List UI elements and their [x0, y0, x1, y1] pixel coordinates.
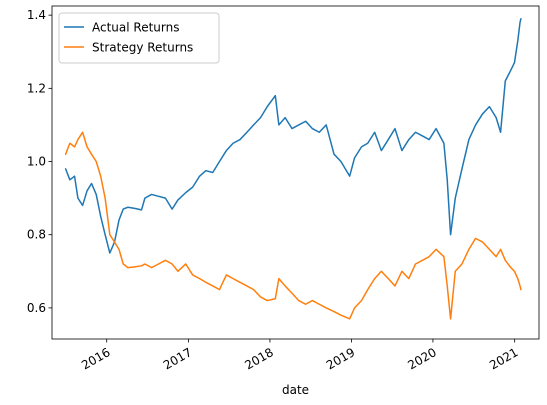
y-tick-label: 1.0 — [27, 155, 46, 169]
x-tick-label: 2020 — [405, 345, 438, 372]
x-tick-label: 2018 — [242, 345, 275, 372]
y-tick-label: 0.6 — [27, 301, 46, 315]
x-axis-label: date — [282, 383, 309, 397]
y-axis: 0.6 0.8 1.0 1.2 1.4 — [27, 8, 52, 315]
legend-label: Strategy Returns — [92, 41, 193, 55]
x-tick-label: 2016 — [79, 345, 112, 372]
y-tick-label: 0.8 — [27, 228, 46, 242]
y-tick-label: 1.4 — [27, 8, 46, 22]
legend: Actual Returns Strategy Returns — [58, 12, 220, 64]
plot-area — [51, 5, 540, 340]
x-axis: 2016 2017 2018 2019 2020 2021 — [79, 339, 521, 372]
axes-frame — [51, 5, 540, 340]
series-line-strategy-returns — [64, 131, 522, 320]
series-layer — [64, 18, 522, 320]
legend-box — [58, 12, 220, 64]
x-tick-label: 2017 — [161, 345, 194, 372]
y-tick-label: 1.2 — [27, 81, 46, 95]
legend-label: Actual Returns — [92, 21, 179, 35]
x-tick-label: 2021 — [487, 345, 520, 372]
x-tick-label: 2019 — [324, 345, 357, 372]
series-line-actual-returns — [64, 18, 522, 254]
